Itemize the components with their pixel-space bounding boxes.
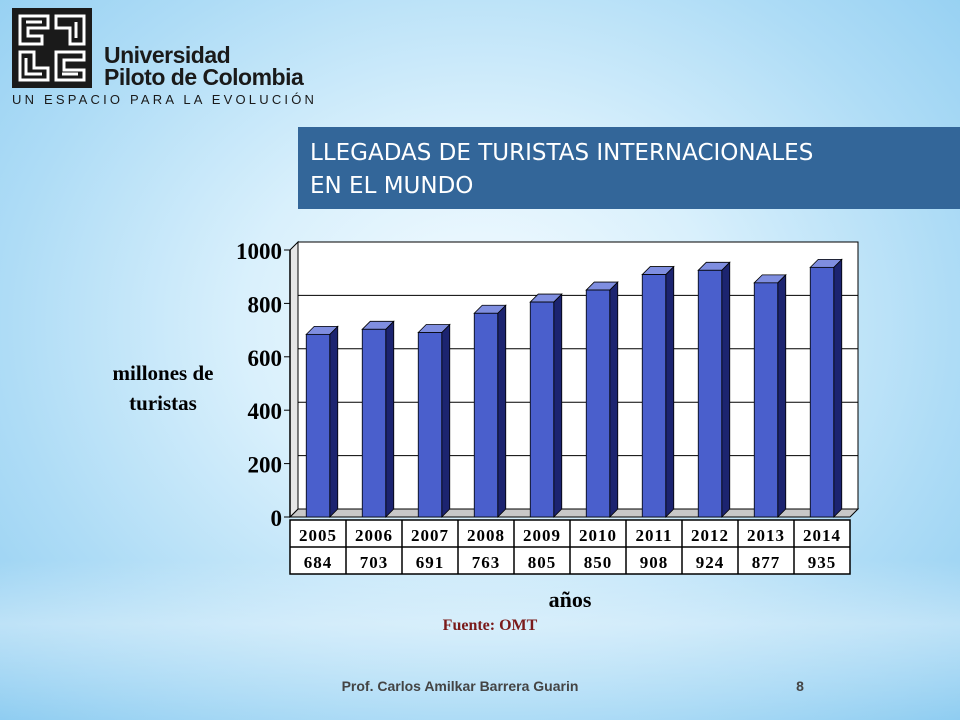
logo-tagline: UN ESPACIO PARA LA EVOLUCIÓN [12, 92, 318, 107]
university-logo: Universidad Piloto de Colombia UN ESPACI… [12, 8, 314, 108]
page-number: 8 [796, 678, 804, 694]
bar-side [497, 304, 507, 518]
x-category-label: 2008 [467, 526, 505, 545]
bar [753, 282, 779, 518]
title-banner: LLEGADAS DE TURISTAS INTERNACIONALES EN … [298, 127, 960, 209]
bar [697, 269, 723, 518]
slide-title: LLEGADAS DE TURISTAS INTERNACIONALES EN … [310, 140, 814, 199]
logo-name-line1: Universidad [104, 42, 231, 68]
bar [529, 301, 555, 518]
x-category-label: 2010 [579, 526, 617, 545]
bar-side [721, 261, 731, 518]
x-category-label: 2011 [635, 526, 672, 545]
bar [809, 266, 835, 518]
bar-side [777, 273, 787, 518]
bar [417, 332, 443, 518]
data-value-label: 805 [528, 553, 557, 572]
bar-side [833, 258, 843, 518]
bar-side [441, 323, 451, 518]
data-value-label: 908 [640, 553, 669, 572]
footer-author: Prof. Carlos Amilkar Barrera Guarin [341, 678, 579, 694]
bar-side [553, 293, 563, 518]
data-value-label: 935 [808, 553, 837, 572]
data-value-label: 924 [696, 553, 725, 572]
data-value-label: 691 [416, 553, 445, 572]
background-glow [0, 560, 960, 720]
bar [585, 289, 611, 518]
x-category-label: 2007 [411, 526, 449, 545]
logo-name-line2: Piloto de Colombia [104, 64, 304, 90]
y-tick-label: 1000 [236, 239, 282, 264]
x-category-label: 2006 [355, 526, 393, 545]
logo-mark-icon [12, 8, 92, 88]
y-tick-label: 200 [248, 453, 283, 478]
x-category-label: 2013 [747, 526, 785, 545]
data-value-label: 684 [304, 553, 333, 572]
bar [361, 328, 387, 518]
logo-name: Universidad Piloto de Colombia [104, 42, 304, 90]
x-category-label: 2012 [691, 526, 729, 545]
bar-side [329, 325, 339, 518]
x-axis-label: años [548, 587, 592, 612]
data-value-label: 850 [584, 553, 613, 572]
bar-side [665, 265, 675, 518]
y-axis-label: millones de turistas [112, 361, 214, 415]
data-value-label: 877 [752, 553, 781, 572]
bar-side [609, 281, 619, 518]
y-tick-label: 800 [248, 292, 283, 317]
y-tick-label: 600 [248, 346, 283, 371]
data-value-label: 763 [472, 553, 501, 572]
x-category-label: 2005 [299, 526, 337, 545]
data-value-label: 703 [360, 553, 389, 572]
y-tick-label: 400 [248, 399, 283, 424]
x-category-label: 2014 [803, 526, 841, 545]
bar [473, 312, 499, 518]
bar-side [385, 320, 395, 518]
source-note: Fuente: OMT [442, 617, 538, 634]
bar [305, 333, 331, 518]
x-category-label: 2009 [523, 526, 561, 545]
y-tick-label: 0 [271, 506, 283, 531]
bar [641, 274, 667, 518]
chart-side-wall [289, 240, 299, 519]
